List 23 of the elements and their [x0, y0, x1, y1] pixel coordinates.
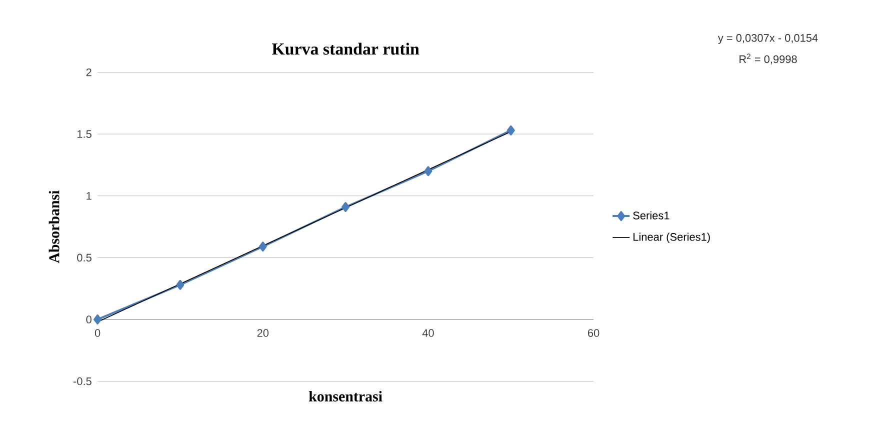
- y-tick-label: 1.5: [78, 130, 92, 138]
- y-tick-label: 0.5: [77, 254, 92, 262]
- x-tick-label: 60: [588, 329, 600, 337]
- point: [506, 125, 515, 136]
- point: [94, 314, 102, 324]
- point: [258, 242, 267, 252]
- y-tick-label: 1: [86, 192, 92, 200]
- x-tick-label: 20: [257, 329, 269, 337]
- point: [424, 166, 432, 176]
- x-tick-label: 0: [94, 329, 100, 337]
- y-axis-title: Absorbansi: [48, 190, 60, 264]
- x-tick-label: 40: [422, 329, 434, 337]
- point: [176, 280, 184, 290]
- text: y = 0,0307x - 0,0154: [718, 34, 818, 44]
- legend-label: Linear (Series1): [634, 232, 710, 243]
- chart-title: Kurva standar rutin: [272, 42, 420, 55]
- x-axis-title: konsentrasi: [308, 390, 382, 402]
- legend-label: Series1: [633, 211, 670, 220]
- text: R$^{2}$ = 0,9998: [740, 54, 797, 64]
- y-tick-label: -0.5: [74, 377, 92, 386]
- y-tick-label: 0: [86, 316, 92, 324]
- y-tick-label: 2: [86, 68, 92, 76]
- point: [342, 202, 350, 212]
